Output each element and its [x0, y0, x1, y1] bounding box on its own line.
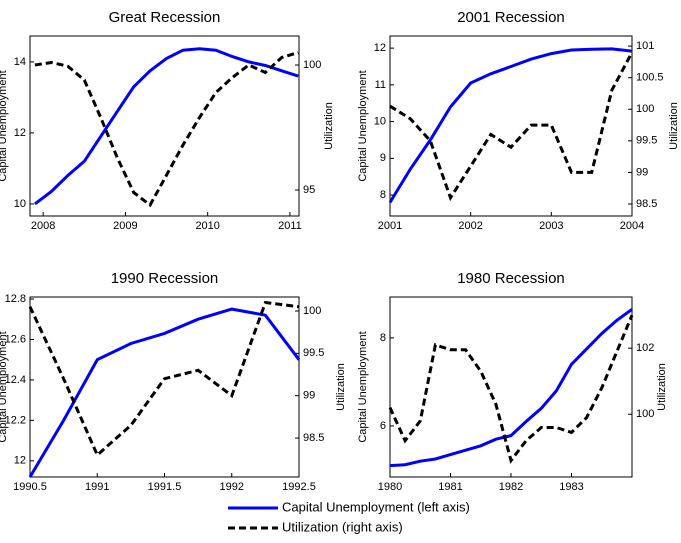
legend-label: Utilization (right axis) [282, 519, 403, 534]
y-tick-label: 12.8 [5, 293, 26, 305]
series-line [389, 308, 633, 468]
y-tick-label: 12 [14, 455, 26, 467]
x-tick-label: 1980 [378, 481, 402, 493]
y2-tick-label: 100 [303, 59, 321, 71]
plot-area [389, 35, 633, 217]
y-tick-label: 9 [380, 152, 386, 164]
x-tick-label: 1983 [559, 481, 583, 493]
series-line [28, 307, 301, 478]
series-line [388, 314, 634, 464]
y2-tick-label: 99 [636, 166, 648, 178]
y2-tick-label: 102 [636, 342, 654, 354]
y-axis-label: Capital Unemployment [0, 70, 9, 181]
x-tick-label: 1991.5 [148, 481, 182, 493]
y2-tick-label: 99.5 [636, 135, 657, 147]
y-axis-label: Capital Unemployment [357, 331, 369, 442]
y-tick-label: 12.2 [5, 414, 26, 426]
panel-title: 1980 Recession [457, 270, 565, 287]
x-tick-label: 2009 [113, 220, 137, 232]
series-line [33, 47, 299, 206]
y-axis-label: Capital Unemployment [0, 331, 9, 442]
x-tick-label: 1990.5 [13, 481, 47, 493]
y-tick-label: 12 [14, 127, 26, 139]
y2-tick-label: 98.5 [303, 432, 324, 444]
y-tick-label: 12.6 [5, 333, 26, 345]
y-tick-label: 14 [14, 56, 26, 68]
y-tick-label: 12.4 [5, 374, 26, 386]
y2-axis-label: Utilization [656, 363, 668, 411]
plot-area [389, 296, 633, 478]
series-line [389, 51, 634, 202]
y2-tick-label: 101 [636, 40, 654, 52]
y2-axis-label: Utilization [323, 102, 335, 150]
y-tick-label: 6 [380, 420, 386, 432]
x-tick-label: 2002 [458, 220, 482, 232]
x-tick-label: 2003 [539, 220, 563, 232]
x-tick-label: 1992 [220, 481, 244, 493]
y2-tick-label: 100.5 [636, 72, 664, 84]
y-tick-label: 8 [380, 332, 386, 344]
y2-tick-label: 98.5 [636, 198, 657, 210]
y-tick-label: 12 [374, 42, 386, 54]
y2-tick-label: 100 [303, 305, 321, 317]
y2-axis-label: Utilization [668, 102, 680, 150]
x-tick-label: 1982 [499, 481, 523, 493]
y-axis-label: Capital Unemployment [357, 70, 369, 181]
y-tick-label: 8 [380, 189, 386, 201]
series-line [28, 300, 300, 458]
x-tick-label: 1992.5 [282, 481, 316, 493]
x-tick-label: 2011 [278, 220, 302, 232]
panel-title: 1990 Recession [111, 270, 219, 287]
y2-axis-label: Utilization [335, 363, 347, 411]
legend-label: Capital Unemployment (left axis) [282, 499, 470, 514]
y2-tick-label: 95 [303, 184, 315, 196]
x-tick-label: 1991 [85, 481, 109, 493]
series-line [388, 47, 633, 204]
panel-title: Great Recession [109, 9, 221, 26]
y-tick-label: 10 [14, 198, 26, 210]
y2-tick-label: 100 [636, 103, 654, 115]
y2-tick-label: 100 [636, 408, 654, 420]
plot-area [29, 35, 300, 217]
x-tick-label: 2004 [620, 220, 644, 232]
y-tick-label: 10 [374, 115, 386, 127]
x-tick-label: 1981 [438, 481, 462, 493]
y-tick-label: 11 [375, 79, 386, 91]
x-tick-label: 2008 [31, 220, 55, 232]
x-tick-label: 2001 [378, 220, 402, 232]
y2-tick-label: 99.5 [303, 347, 324, 359]
panel-title: 2001 Recession [457, 9, 565, 26]
x-tick-label: 2010 [195, 220, 219, 232]
y2-tick-label: 99 [303, 390, 315, 402]
series-line [34, 51, 299, 208]
